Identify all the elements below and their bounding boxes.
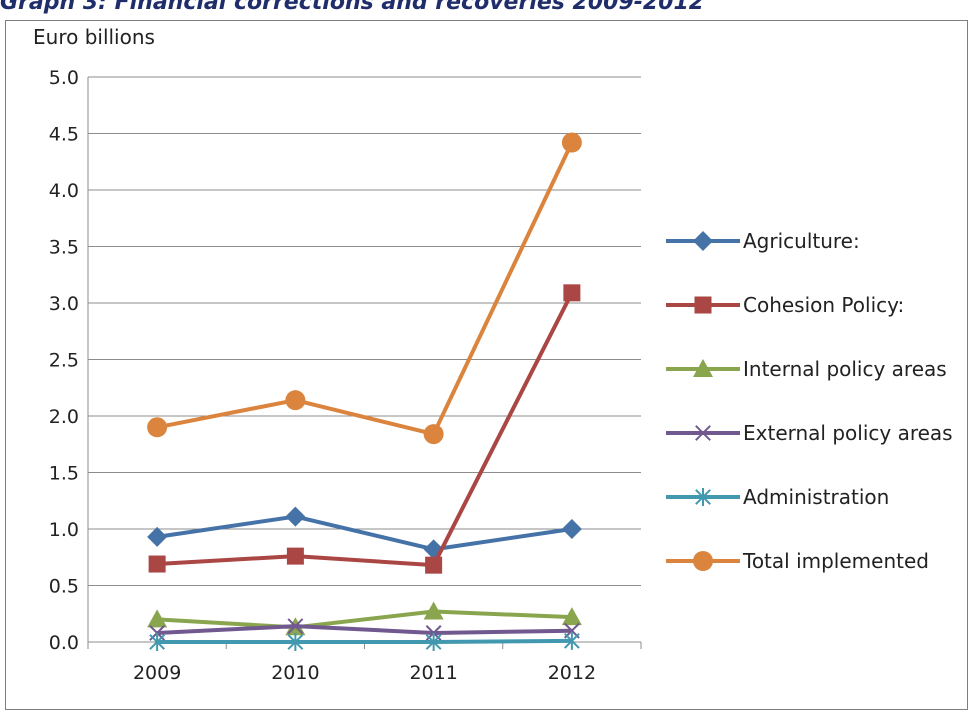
- line-chart: Euro billions 0.0 0.5 1.0 1.5 2.0 2.5 3.0 3.5 4.…: [33, 25, 953, 684]
- data-point: [286, 547, 304, 565]
- data-point: [425, 556, 443, 574]
- data-point: [147, 609, 168, 628]
- data-point: [561, 607, 582, 626]
- legend-entry: Total implemented: [666, 549, 929, 573]
- series-line: [156, 141, 574, 437]
- data-point: [425, 633, 442, 651]
- series-line: [156, 514, 573, 552]
- legend-entry: External policy areas: [666, 421, 953, 445]
- legend-label: Agriculture:: [743, 229, 860, 253]
- data-point-stroke: [695, 425, 711, 441]
- legend-entry: Cohesion Policy:: [666, 293, 904, 317]
- series-agriculture: [147, 506, 582, 560]
- series-line: [157, 609, 572, 630]
- data-point: [694, 296, 712, 314]
- x-tick-label: 2010: [271, 662, 319, 684]
- data-point: [423, 601, 444, 620]
- y-tick-label: 2.0: [49, 406, 79, 428]
- data-point: [695, 488, 711, 506]
- data-point: [561, 519, 582, 539]
- y-tick-label: 3.0: [49, 293, 79, 315]
- legend-label: Administration: [743, 485, 889, 509]
- series-line: [157, 624, 572, 635]
- chart-frame: Euro billions 0.0 0.5 1.0 1.5 2.0 2.5 3.0 3.5 4.…: [5, 20, 968, 710]
- y-tick-label: 4.0: [49, 180, 79, 202]
- y-tick-label: 1.5: [49, 463, 79, 485]
- data-point: [695, 425, 711, 441]
- legend-entry: Agriculture:: [666, 229, 860, 253]
- legend-label: Internal policy areas: [743, 357, 947, 381]
- data-point: [285, 390, 306, 411]
- data-point: [149, 633, 166, 651]
- y-tick-label: 4.5: [49, 124, 79, 146]
- y-tick-label: 5.0: [49, 67, 79, 89]
- y-tick-label: 0.0: [49, 632, 79, 654]
- series-administration: [149, 631, 580, 651]
- data-point-stroke: [287, 618, 304, 635]
- data-point: [287, 633, 304, 651]
- data-point: [693, 359, 713, 377]
- data-point: [148, 555, 166, 573]
- series-external-policy-areas: [149, 618, 580, 641]
- y-tick-label: 2.5: [49, 350, 79, 372]
- legend-label: External policy areas: [743, 421, 953, 445]
- x-tick-label: 2011: [409, 662, 457, 684]
- graph-title: Graph 3: Financial corrections and recov…: [0, 0, 705, 15]
- x-tick-label: 2009: [133, 662, 181, 684]
- y-tick-label: 0.5: [49, 576, 79, 598]
- x-tick-label: 2012: [548, 662, 596, 684]
- legend-entry: Administration: [666, 485, 889, 509]
- legend: Agriculture: Cohesion Policy: Internal pol…: [666, 229, 953, 573]
- data-point: [287, 618, 304, 635]
- series-total-implemented: [147, 132, 582, 445]
- legend-label: Total implemented: [742, 549, 929, 573]
- y-tick-label: 1.0: [49, 519, 79, 541]
- data-point: [285, 506, 306, 527]
- legend-entry: Internal policy areas: [666, 357, 947, 381]
- data-point: [563, 284, 581, 302]
- data-point: [693, 231, 713, 251]
- legend-label: Cohesion Policy:: [743, 293, 904, 317]
- series-line: [157, 291, 574, 568]
- series-cohesion-policy: [148, 284, 581, 574]
- data-point: [147, 526, 168, 547]
- y-tick-label: 3.5: [49, 237, 79, 259]
- data-point: [561, 132, 582, 153]
- y-axis-unit-label: Euro billions: [33, 25, 155, 49]
- data-point: [693, 551, 713, 571]
- axes: 0.0 0.5 1.0 1.5 2.0 2.5 3.0 3.5 4.0 4.5 5.0 2009 201…: [49, 67, 642, 684]
- data-point: [147, 417, 168, 438]
- gridlines: [88, 76, 641, 643]
- data-point: [423, 424, 444, 445]
- series-line: [157, 638, 572, 644]
- data-point: [563, 631, 580, 650]
- series-layer: [147, 132, 582, 651]
